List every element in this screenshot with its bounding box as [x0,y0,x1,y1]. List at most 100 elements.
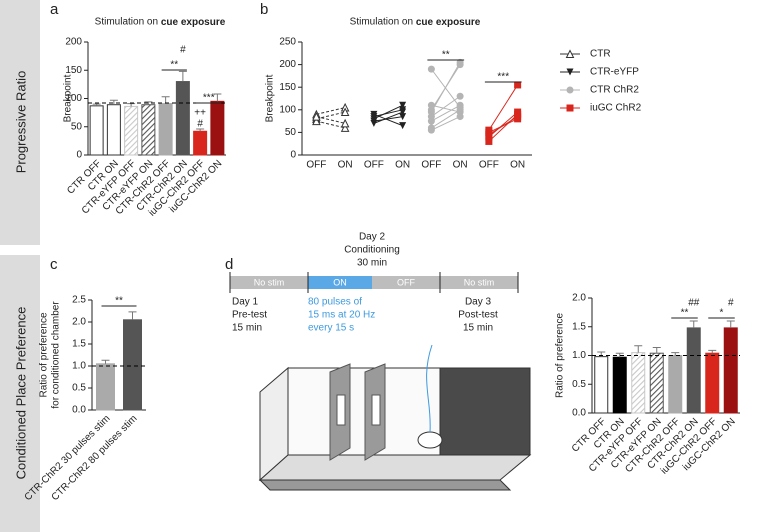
timeline-text: every 15 s [308,323,354,334]
legend-marker [566,86,574,94]
timeline: Day 2 Conditioning 30 min No stim ON OFF… [229,232,519,334]
pair-line [431,95,461,117]
y-axis-label: Ratio of preference [555,313,566,398]
y-tick-label: 2.0 [72,317,86,328]
y-tick-label: 0.0 [572,408,586,419]
point [514,81,522,89]
door [336,394,346,426]
point [399,108,407,116]
bar [106,104,121,156]
dark-chamber [439,367,531,456]
bar [649,352,664,414]
annotation: ++ [194,108,206,119]
x-tick-label: ON [510,160,525,171]
pair-line [488,111,518,138]
apparatus [258,344,532,491]
pair-line [373,109,403,118]
pair-line [431,104,461,122]
x-tick-label: ON [338,160,353,171]
segment [308,276,372,289]
bar [594,356,609,414]
segment-label: OFF [397,277,415,287]
pair-line [316,116,346,124]
legend-label: iuGC ChR2 [590,103,642,114]
timeline-text: Day 2 [359,232,386,243]
error-bar [615,352,624,358]
chart-title: Stimulation on cue exposure [350,17,481,28]
point [427,126,435,134]
error-bar [92,103,101,106]
bar [123,319,142,411]
x-tick-label: ON [395,160,410,171]
y-tick-label: 1.5 [72,339,86,350]
point [427,65,435,73]
pair-line [373,111,403,124]
error-bar [671,352,680,356]
point [399,113,407,121]
annotation: * [720,308,724,319]
y-axis-label: for conditioned chamber [51,301,62,409]
point [370,110,378,118]
error-bar [144,101,153,105]
annotation: # [197,119,203,130]
title-emphasis: cue exposure [161,17,226,28]
y-tick-label: 2.0 [572,293,586,304]
bar [193,130,208,156]
bar [89,105,104,156]
y-tick-label: 100 [279,104,296,115]
legend-marker [566,104,574,112]
mouse [417,431,443,449]
panel-letter: b [260,1,268,18]
error-bar [161,96,170,104]
y-tick-label: 2.5 [72,295,86,306]
annotation: ** [681,308,689,319]
legend-label: CTR ChR2 [590,85,639,96]
pair-line [430,64,461,111]
bar [210,100,225,156]
y-tick-label: 0.5 [72,383,86,394]
annotation: ## [688,298,700,309]
bar [668,355,683,414]
error-bar [127,103,136,107]
legend-marker [565,49,575,58]
annotation: # [728,298,734,309]
y-axis-label: Breakpoint [265,74,276,122]
point [514,113,522,121]
point [399,101,407,109]
point [485,131,493,139]
segment-label: No stim [254,277,285,287]
pair-line [430,68,461,108]
y-tick-label: 0 [76,150,82,161]
error-bar [652,346,661,354]
timeline-text: 80 pulses of [308,297,362,308]
bar [96,363,115,411]
annotation: ** [115,296,123,307]
segment-label: No stim [464,277,495,287]
pair-line [488,116,518,136]
error-bar [101,359,110,364]
point [399,122,407,130]
segment [230,276,308,289]
error-bar [726,320,735,328]
annotation: ** [442,50,450,61]
x-tick-label: OFF [479,160,499,171]
timeline-text: Post-test [458,310,498,321]
bar [141,104,156,156]
point [340,107,350,117]
error-bar [213,93,222,102]
door [371,394,381,426]
point [427,113,435,121]
y-tick-label: 150 [279,82,296,93]
bar [158,103,173,156]
annotation: *** [203,93,215,104]
y-tick-label: 50 [285,127,297,138]
side-strip [0,255,40,532]
floor [258,454,532,481]
bar [705,352,720,414]
x-tick-label: ON [453,160,468,171]
point [312,111,321,121]
point [312,116,321,126]
timeline-text: 15 min [463,323,493,334]
bar [723,327,738,414]
error-bar [634,345,643,353]
